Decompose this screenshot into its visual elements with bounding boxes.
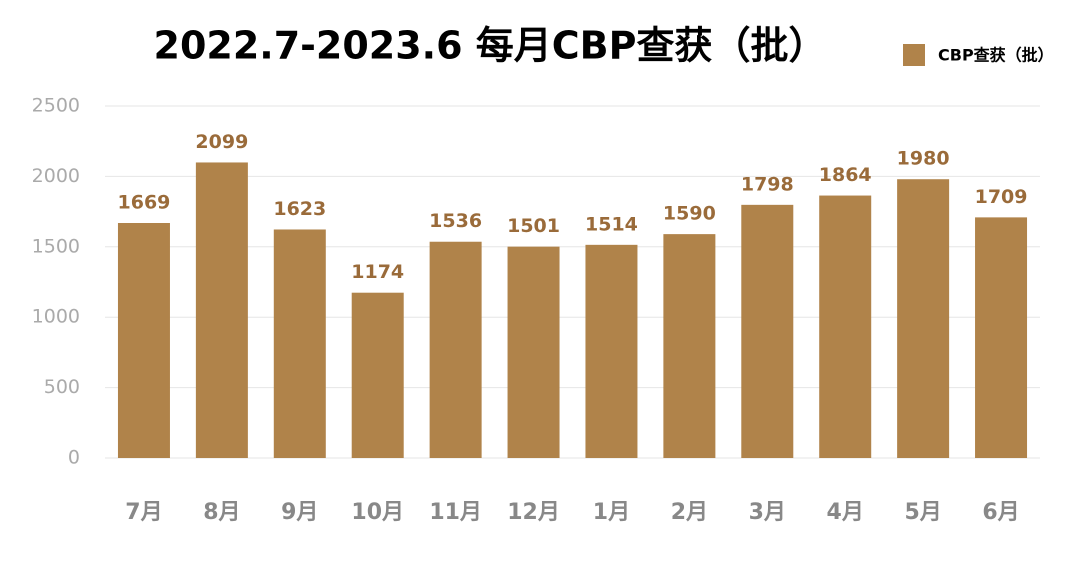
x-tick-label: 11月 [429,500,482,525]
bar [663,234,716,458]
bar [195,162,248,458]
value-label: 1536 [429,210,482,232]
y-tick-label: 2500 [32,95,80,117]
legend-swatch [903,44,925,66]
x-tick-label: 5月 [904,500,941,525]
x-tick-label: 1月 [593,500,630,525]
x-tick-label: 9月 [281,500,318,525]
value-label: 1590 [663,203,716,225]
legend-label: CBP查获（批） [938,46,1054,65]
x-tick-label: 7月 [125,500,162,525]
y-tick-label: 500 [44,376,80,398]
value-label: 1669 [118,192,171,214]
x-tick-label: 10月 [351,500,404,525]
y-tick-label: 1500 [32,235,80,257]
x-tick-label: 4月 [827,500,864,525]
bar [741,204,794,458]
value-label: 1864 [819,164,872,186]
bar [273,229,326,458]
chart-title: 2022.7-2023.6 每月CBP查获（批） [154,24,827,68]
y-tick-label: 1000 [32,306,80,328]
y-tick-label: 0 [68,447,80,469]
bar [351,292,404,458]
value-label: 1623 [273,198,326,220]
value-label: 1709 [975,186,1028,208]
value-label: 1174 [351,261,404,283]
value-label: 1501 [507,215,560,237]
value-label: 1798 [741,173,794,195]
x-tick-label: 12月 [507,500,560,525]
bar [975,217,1028,458]
bar [897,179,950,458]
bar [585,244,638,458]
bar [117,223,170,458]
x-tick-label: 3月 [749,500,786,525]
x-tick-label: 6月 [982,500,1019,525]
y-tick-label: 2000 [32,165,80,187]
bar [819,195,872,458]
value-label: 2099 [195,131,248,153]
value-label: 1514 [585,213,638,235]
bar [507,246,560,458]
x-tick-label: 2月 [671,500,708,525]
bar [429,241,482,458]
value-label: 1980 [897,148,950,170]
x-tick-label: 8月 [203,500,240,525]
